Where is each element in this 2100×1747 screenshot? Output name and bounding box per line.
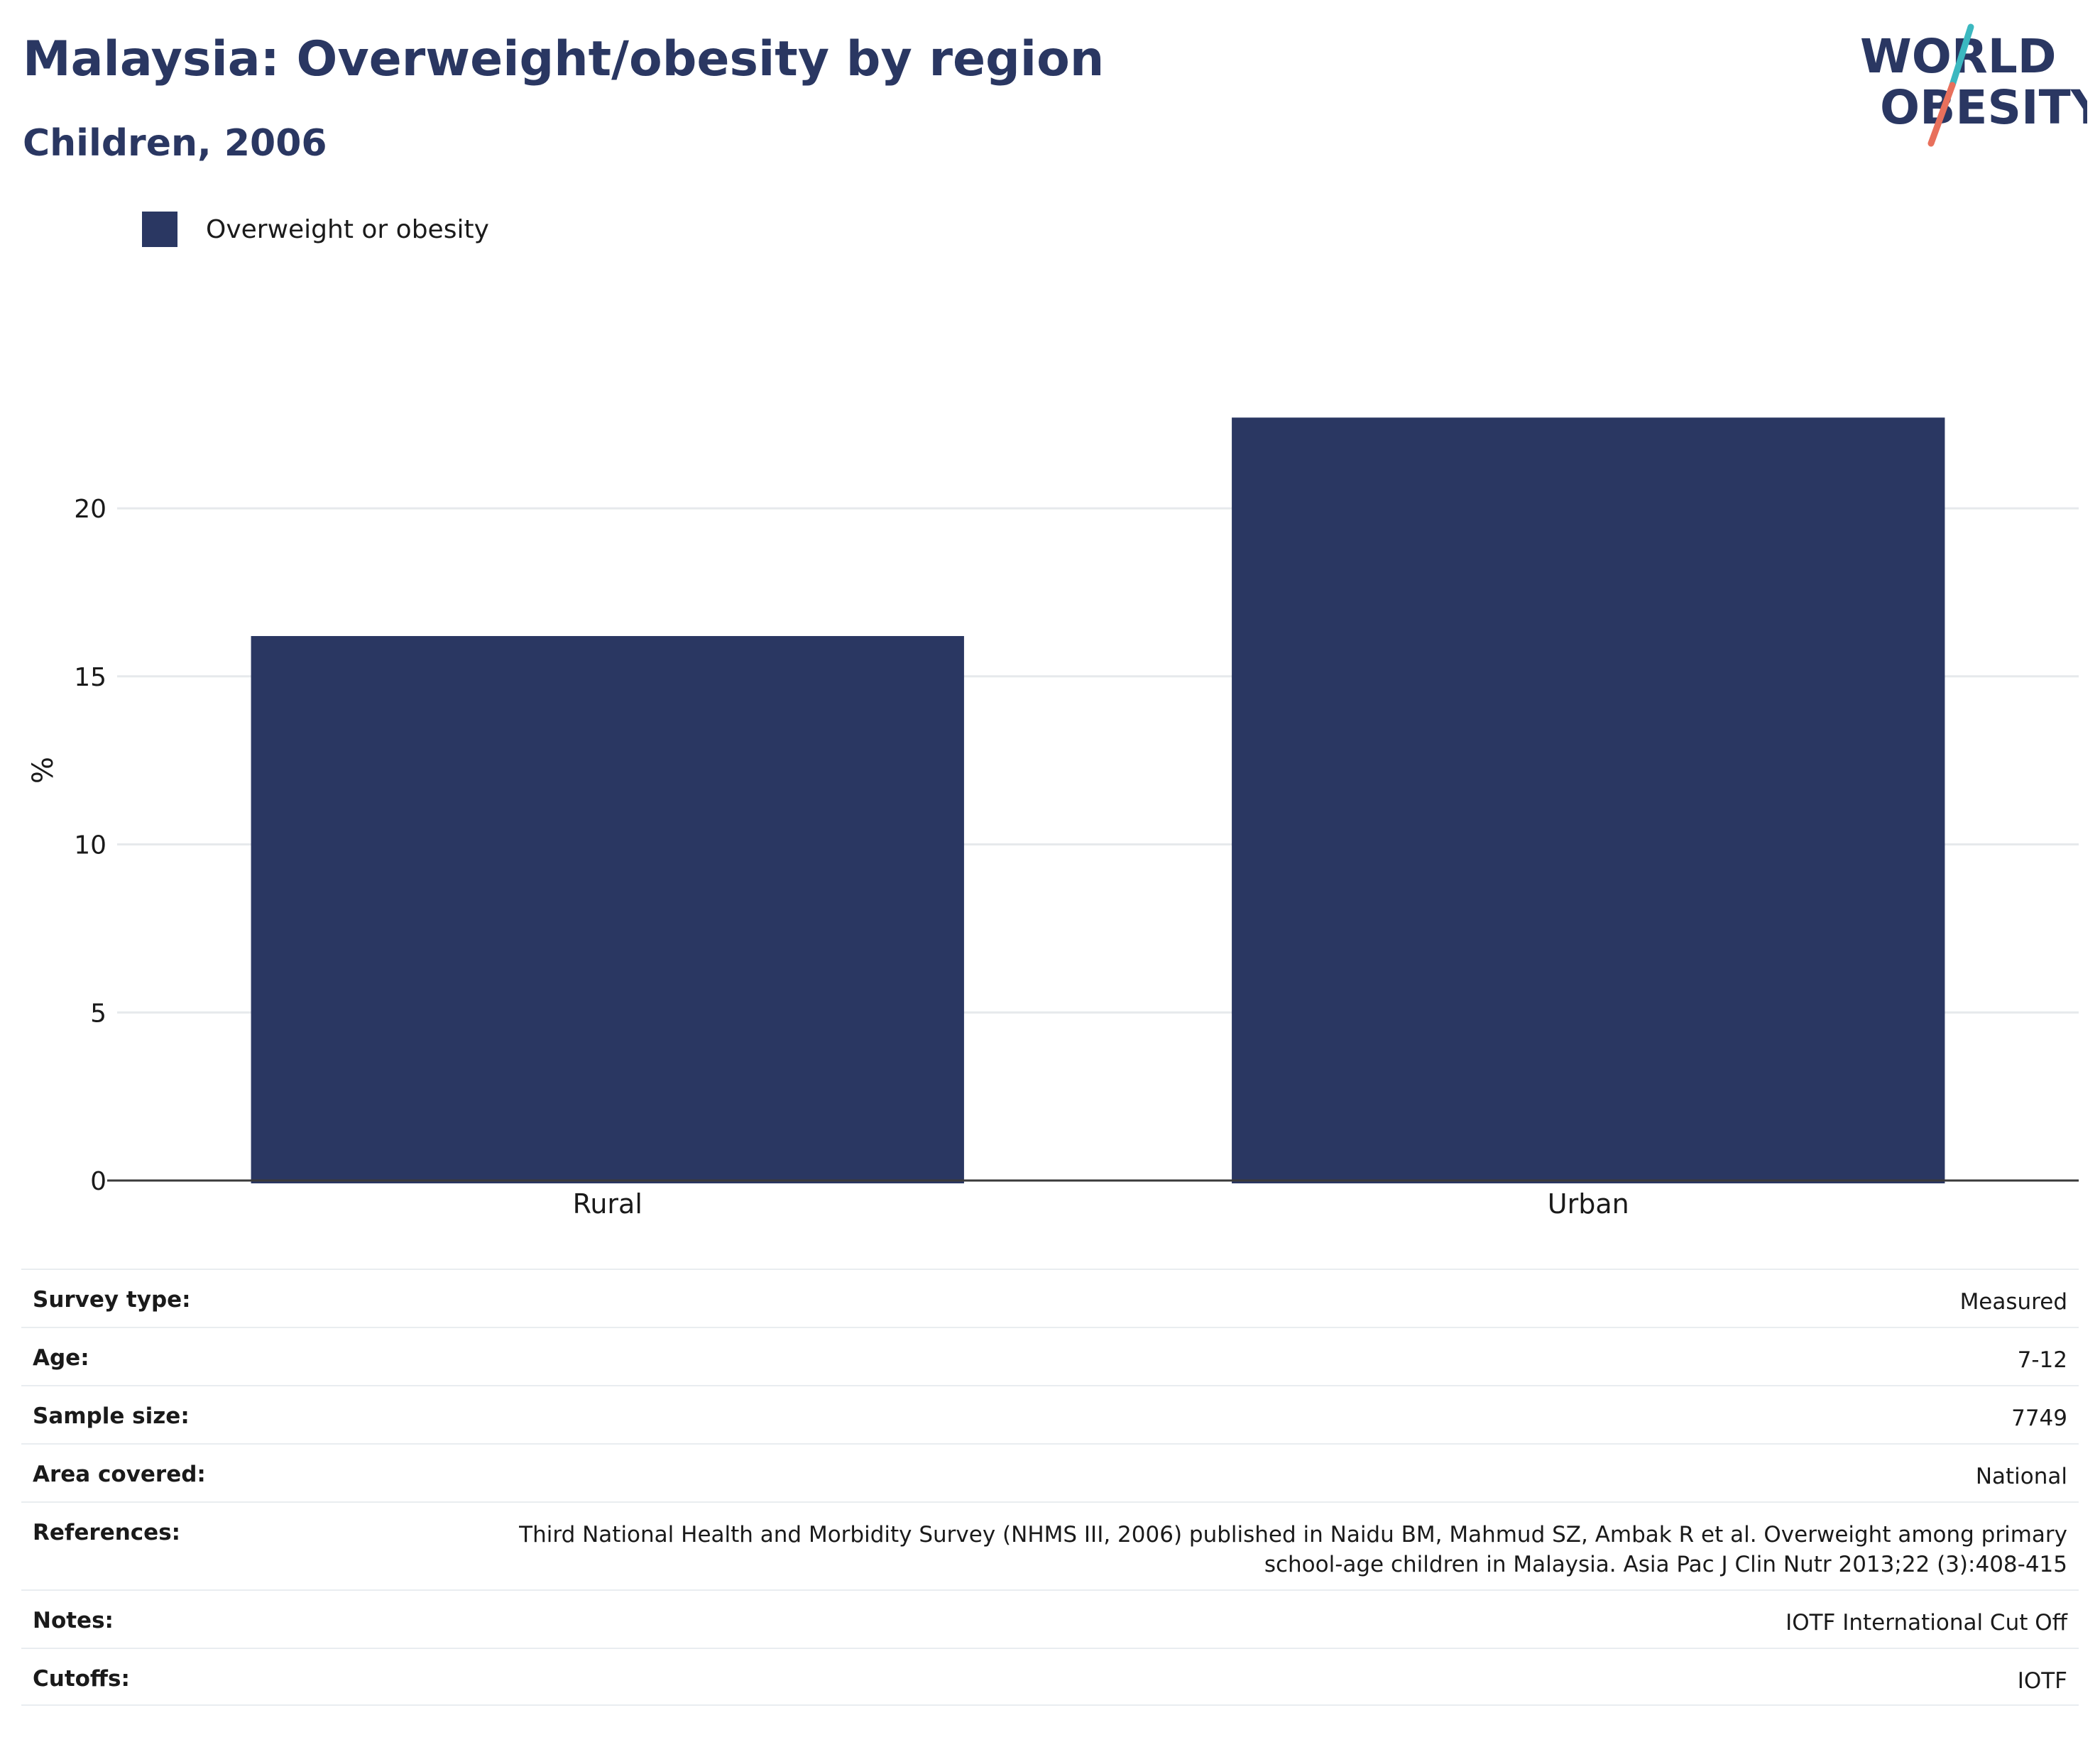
y-tick-label: 5 bbox=[90, 999, 106, 1028]
info-value: 7749 bbox=[2011, 1406, 2067, 1431]
y-axis-label: % bbox=[27, 757, 60, 784]
info-value: IOTF bbox=[2017, 1668, 2067, 1694]
logo-accent-teal bbox=[1949, 23, 1974, 89]
info-value: Measured bbox=[1959, 1289, 2067, 1315]
bar-chart: 0 5 10 15 20 Rural Urban% bbox=[27, 417, 2079, 1220]
info-label: Notes: bbox=[33, 1608, 114, 1633]
info-row: Sample size: 7749 bbox=[21, 1385, 2079, 1443]
world-obesity-logo: WORLD OBESITY bbox=[1860, 23, 2087, 147]
y-tick-label: 20 bbox=[74, 495, 106, 524]
y-tick-label: 15 bbox=[74, 663, 106, 692]
legend-swatch bbox=[142, 212, 177, 247]
chart-title: Malaysia: Overweight/obesity by region bbox=[23, 31, 1105, 87]
info-value: Third National Health and Morbidity Surv… bbox=[519, 1522, 2067, 1577]
info-label: Sample size: bbox=[33, 1403, 190, 1429]
info-label: Area covered: bbox=[33, 1462, 206, 1487]
info-row: Area covered: National bbox=[21, 1443, 2079, 1501]
axis-labels: 0 5 10 15 20 Rural Urban% bbox=[27, 495, 1629, 1220]
info-row: Survey type: Measured bbox=[21, 1269, 2079, 1327]
legend-label: Overweight or obesity bbox=[206, 214, 489, 244]
info-label: Cutoffs: bbox=[33, 1666, 130, 1692]
bars bbox=[251, 417, 1945, 1183]
y-tick-label: 10 bbox=[74, 831, 106, 860]
info-label: Age: bbox=[33, 1345, 89, 1371]
info-value: 7-12 bbox=[2017, 1347, 2067, 1373]
info-row: Notes: IOTF International Cut Off bbox=[21, 1589, 2079, 1648]
chart-subtitle: Children, 2006 bbox=[23, 122, 327, 165]
info-row: Cutoffs: IOTF bbox=[21, 1648, 2079, 1706]
bar-urban bbox=[1232, 417, 1945, 1183]
info-row: References: Third National Health and Mor… bbox=[21, 1501, 2079, 1589]
info-row: Age: 7-12 bbox=[21, 1327, 2079, 1385]
logo-line-2: OBESITY bbox=[1880, 80, 2087, 135]
y-tick-label: 0 bbox=[90, 1167, 106, 1196]
info-label: References: bbox=[33, 1520, 181, 1545]
info-value: National bbox=[1975, 1464, 2067, 1489]
x-tick-label: Urban bbox=[1548, 1188, 1629, 1220]
x-tick-label: Rural bbox=[573, 1188, 642, 1220]
logo-accent-coral bbox=[1927, 82, 1956, 147]
legend: Overweight or obesity bbox=[142, 210, 489, 248]
bar-rural bbox=[251, 635, 964, 1183]
survey-info-table: Survey type: Measured Age: 7-12 Sample size:… bbox=[21, 1269, 2079, 1706]
info-label: Survey type: bbox=[33, 1287, 191, 1313]
info-value: IOTF International Cut Off bbox=[1785, 1610, 2067, 1636]
